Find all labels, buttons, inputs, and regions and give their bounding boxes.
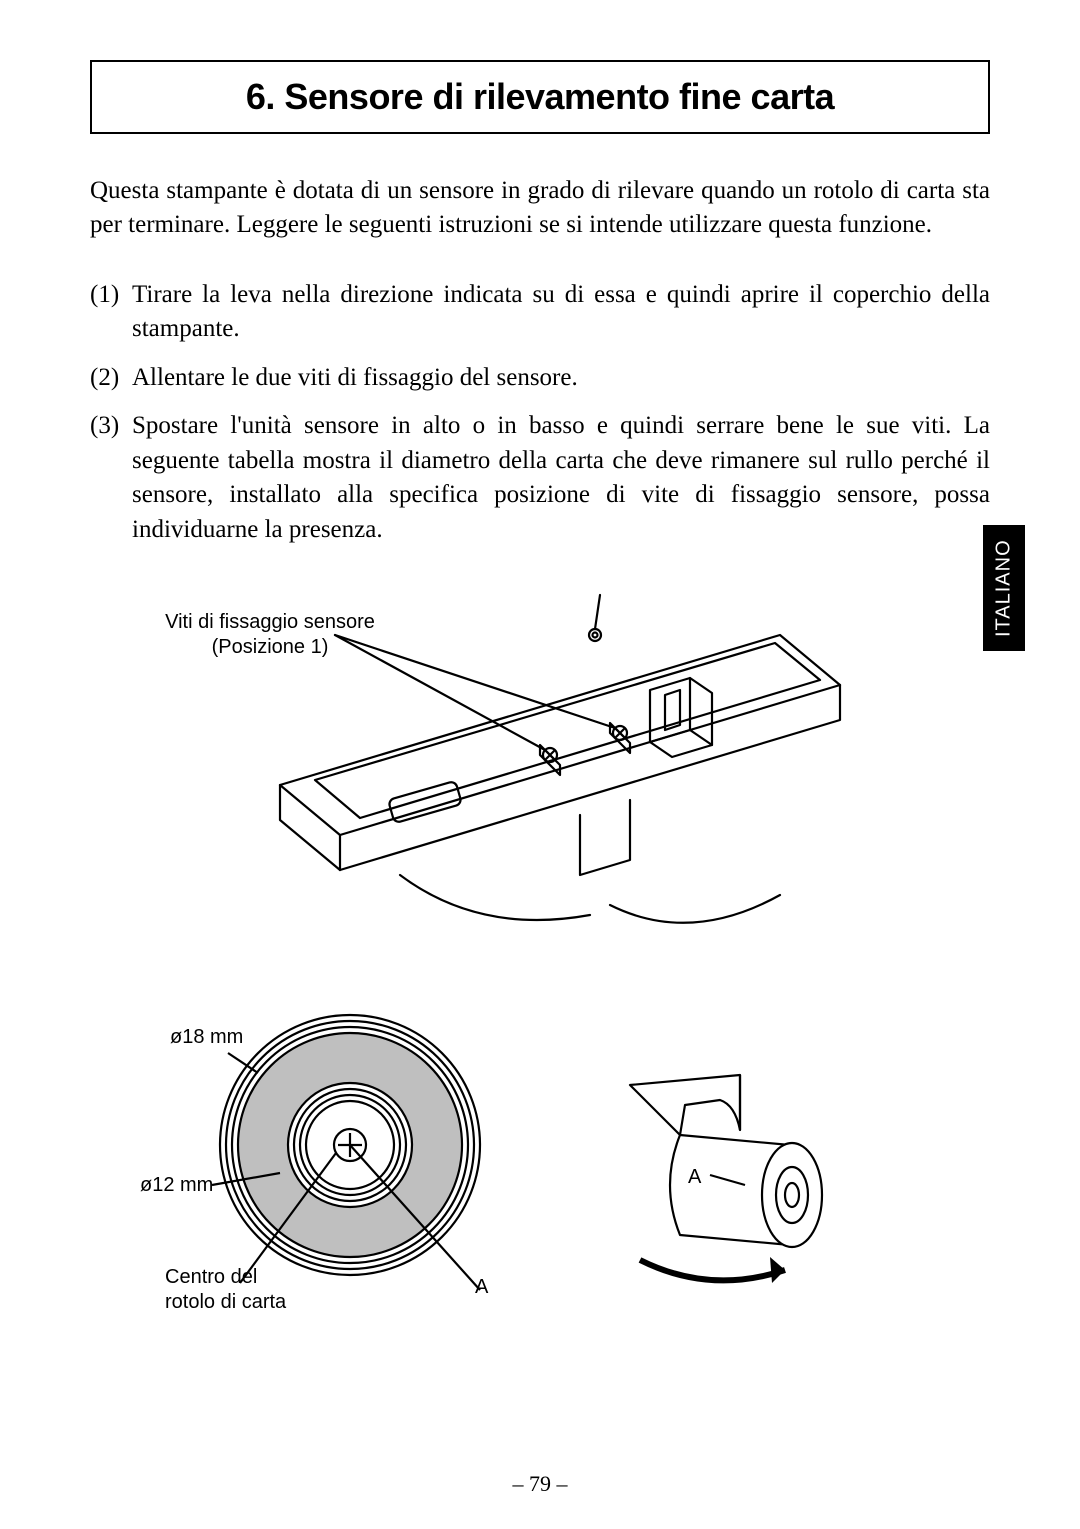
step-number: (1) [90,278,132,347]
screw-label: Viti di fissaggio sensore (Posizione 1) [145,610,395,660]
step-text: Spostare l'unità sensore in alto o in ba… [132,409,990,547]
section-title: 6. Sensore di rilevamento fine carta [102,76,978,118]
section-title-box: 6. Sensore di rilevamento fine carta [90,60,990,134]
step-number: (3) [90,409,132,547]
page-number: – 79 – [0,1471,1080,1497]
roll-center-line2: rotolo di carta [165,1291,286,1313]
step-text: Allentare le due viti di fissaggio del s… [132,361,990,396]
intro-paragraph: Questa stampante è dotata di un sensore … [90,174,990,242]
step-1: (1) Tirare la leva nella direzione indic… [90,278,990,347]
diameter-12-label: ø12 mm [140,1173,213,1198]
step-number: (2) [90,361,132,396]
step-3: (3) Spostare l'unità sensore in alto o i… [90,409,990,547]
screw-label-line2: (Posizione 1) [212,636,329,658]
figure-area: Viti di fissaggio sensore (Posizione 1) [90,575,990,1315]
roll-center-label: Centro del rotolo di carta [165,1265,286,1315]
step-2: (2) Allentare le due viti di fissaggio d… [90,361,990,396]
diameter-18-label: ø18 mm [170,1025,243,1050]
a-label-right: A [688,1165,701,1190]
step-text: Tirare la leva nella direzione indicata … [132,278,990,347]
a-label-left: A [475,1275,488,1300]
screw-label-line1: Viti di fissaggio sensore [165,611,375,633]
steps-list: (1) Tirare la leva nella direzione indic… [90,278,990,548]
paper-roll-perspective [570,1045,870,1305]
roll-center-line1: Centro del [165,1266,257,1288]
